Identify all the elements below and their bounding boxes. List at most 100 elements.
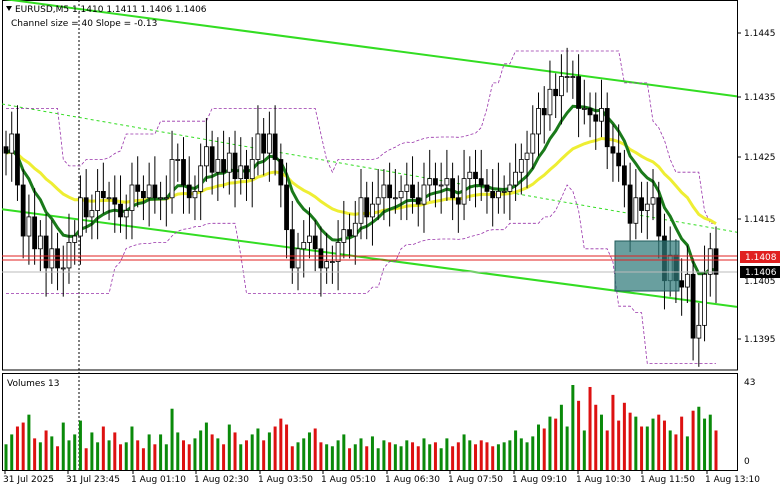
candle	[209, 130, 215, 195]
volume-bar	[617, 420, 621, 470]
candle	[358, 169, 364, 240]
candle-body	[473, 171, 478, 180]
volume-bar	[697, 406, 701, 470]
candle	[478, 149, 484, 201]
candle-body	[444, 178, 450, 186]
candle-body	[318, 248, 324, 269]
volume-bar	[38, 442, 42, 470]
candle-body	[215, 159, 221, 173]
volume-bar	[571, 385, 575, 470]
candle-body	[192, 190, 198, 199]
candle	[679, 258, 685, 316]
candle	[295, 232, 301, 291]
candle	[398, 175, 404, 221]
volume-bar	[514, 430, 518, 470]
candle-body	[358, 197, 364, 224]
candle	[433, 162, 438, 208]
candle	[100, 162, 106, 214]
volume-bar	[548, 416, 552, 470]
candle-body	[123, 210, 129, 218]
volume-bar	[565, 426, 569, 470]
candle-body	[49, 248, 55, 269]
volume-bar	[170, 408, 174, 470]
candle	[289, 200, 295, 284]
time-axis-label: 1 Aug 02:30	[194, 475, 249, 485]
dropdown-triangle-icon[interactable]	[6, 6, 12, 11]
volume-bar	[433, 442, 437, 470]
candle	[421, 162, 427, 233]
volume-bar	[674, 434, 678, 470]
volume-bar	[474, 444, 478, 470]
candle-body	[66, 242, 72, 269]
volume-bar	[313, 428, 317, 470]
candle	[518, 143, 524, 195]
volume-bar	[256, 428, 260, 470]
volume-bar	[307, 432, 311, 470]
candle-body	[89, 210, 95, 218]
volume-bar	[393, 444, 397, 470]
candle	[169, 130, 175, 214]
candle	[455, 175, 461, 233]
candle-body	[163, 197, 169, 200]
last-price-tag: 1.1406	[740, 266, 780, 278]
candle-body	[541, 108, 547, 116]
candle-body	[599, 108, 604, 122]
candle	[129, 162, 135, 240]
volume-bar	[182, 440, 185, 470]
candle	[284, 162, 289, 259]
candle-body	[421, 184, 427, 205]
candle-body	[415, 197, 421, 205]
candle-body	[547, 88, 553, 116]
volume-bar	[210, 434, 214, 470]
symbol-ohlc-header: EURUSD,M5 1.1410 1.1411 1.1406 1.1406	[15, 5, 207, 15]
candle-body	[175, 159, 181, 161]
candle-body	[347, 229, 352, 237]
candle-body	[707, 248, 713, 275]
volume-bar	[15, 426, 19, 470]
candle-body	[32, 216, 38, 250]
candle-body	[627, 184, 633, 224]
candle-body	[100, 190, 106, 199]
volume-bar	[348, 448, 352, 470]
candle-body	[364, 197, 370, 218]
envelope-lower-band	[6, 184, 716, 365]
candle-body	[83, 197, 89, 218]
candle	[181, 137, 186, 214]
time-axis-label: 1 Aug 10:30	[576, 475, 631, 485]
volume-bar	[159, 434, 163, 470]
candle	[536, 92, 541, 157]
candle-body	[352, 222, 358, 237]
candle	[78, 175, 83, 265]
candle	[467, 156, 473, 201]
candle-body	[644, 203, 650, 211]
volume-bar	[359, 438, 363, 470]
candle	[564, 47, 570, 93]
candle-body	[15, 133, 20, 186]
volume-bar	[279, 418, 283, 470]
volume-bar	[204, 422, 208, 470]
candle-body	[118, 203, 123, 218]
volume-bar	[542, 428, 546, 470]
volume-bar	[44, 430, 48, 470]
volume-bars-group	[4, 385, 718, 470]
candle-body	[146, 184, 152, 199]
candle-body	[490, 190, 496, 199]
candle	[621, 149, 627, 208]
candle-body	[684, 273, 690, 288]
volume-bar	[634, 416, 638, 470]
volume-bar	[685, 436, 689, 470]
candle	[707, 232, 713, 297]
candle-body	[198, 165, 204, 192]
candle	[690, 258, 696, 361]
volume-bar	[107, 440, 111, 470]
candle-body	[484, 184, 490, 192]
volume-bar	[290, 446, 294, 470]
volume-bar	[645, 426, 649, 470]
volume-bar	[141, 448, 145, 470]
volume-bar	[50, 436, 54, 470]
candle	[599, 79, 604, 138]
time-axis-label: 31 Jul 23:45	[66, 475, 120, 485]
candle	[547, 60, 553, 131]
volume-bar	[330, 446, 334, 470]
